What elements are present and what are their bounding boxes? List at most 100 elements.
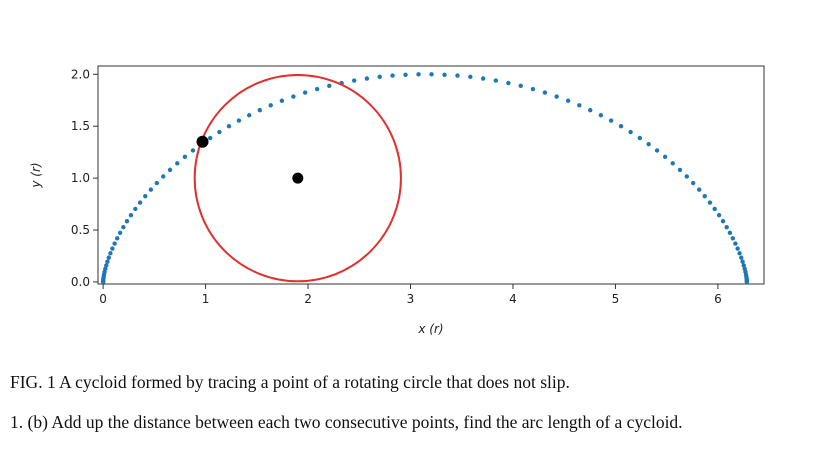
cycloid-point xyxy=(167,167,173,173)
cycloid-point xyxy=(352,78,357,83)
cycloid-point xyxy=(279,98,285,103)
y-tick-label: 2.0 xyxy=(71,67,90,81)
cycloid-point xyxy=(128,212,134,218)
cycloid-point xyxy=(103,266,108,272)
x-tick-label: 5 xyxy=(612,292,620,306)
x-tick-label: 6 xyxy=(714,292,722,306)
cycloid-point xyxy=(684,174,689,179)
cycloid-point xyxy=(115,236,120,241)
cycloid-point xyxy=(618,124,624,129)
cycloid-point xyxy=(455,73,460,78)
cycloid-point xyxy=(518,83,523,89)
cycloid-chart: 0 1 2 3 4 5 6 0.0 0.5 1.0 1.5 2.0 x (r) y (r) xyxy=(29,65,765,336)
cycloid-point xyxy=(217,129,222,135)
rolling-circle xyxy=(193,73,402,283)
cycloid-point xyxy=(598,113,604,118)
cycloid-point xyxy=(246,113,252,118)
y-tick-label: 1.5 xyxy=(71,119,90,133)
cycloid-point xyxy=(654,148,660,153)
cycloid-point xyxy=(740,259,745,264)
cycloid-point xyxy=(506,80,511,86)
cycloid-point xyxy=(702,193,707,199)
cycloid-point xyxy=(468,74,473,80)
cycloid-point xyxy=(720,219,726,224)
cycloid-point xyxy=(696,187,702,192)
cycloid-point xyxy=(148,187,154,192)
cycloid-point xyxy=(314,86,320,92)
x-tick-label: 3 xyxy=(407,292,415,306)
y-tick-label: 0.0 xyxy=(71,275,90,289)
cycloid-point xyxy=(588,107,593,113)
cycloid-point xyxy=(608,118,614,123)
y-tick-label: 1.0 xyxy=(71,171,90,185)
cycloid-point xyxy=(716,212,722,218)
cycloid-point xyxy=(143,193,148,199)
cycloid-point xyxy=(577,103,582,108)
x-tick-label: 2 xyxy=(304,292,312,306)
cycloid-point xyxy=(190,148,196,153)
cycloid-point xyxy=(739,255,744,260)
y-axis-label: y (r) xyxy=(29,162,43,188)
cycloid-point xyxy=(175,161,180,166)
tracing-point xyxy=(196,135,209,148)
cycloid-point xyxy=(182,154,188,160)
x-tick-label: 1 xyxy=(202,292,210,306)
cycloid-point xyxy=(480,76,486,81)
cycloid-point xyxy=(268,103,273,108)
cycloid-point xyxy=(208,135,213,141)
cycloid-point xyxy=(707,200,713,205)
cycloid-point xyxy=(117,230,123,236)
cycloid-point xyxy=(712,206,717,212)
cycloid-series xyxy=(100,72,750,285)
cycloid-point xyxy=(724,224,729,230)
cycloid-point xyxy=(744,279,750,285)
cycloid-point xyxy=(662,154,668,160)
cycloid-point xyxy=(112,241,117,246)
cycloid-point xyxy=(690,180,696,186)
cycloid-point xyxy=(741,263,746,268)
cycloid-point xyxy=(108,251,113,256)
y-ticks: 0.0 0.5 1.0 1.5 2.0 xyxy=(71,67,98,289)
cycloid-point xyxy=(442,72,447,77)
cycloid-point xyxy=(302,90,308,95)
cycloid-point xyxy=(735,246,740,251)
cycloid-point xyxy=(628,129,633,135)
figure-caption: FIG. 1 A cycloid formed by tracing a poi… xyxy=(10,372,570,392)
cycloid-point xyxy=(133,206,138,212)
cycloid-point xyxy=(565,98,571,103)
cycloid-point xyxy=(236,118,242,123)
cycloid-point xyxy=(390,73,395,78)
x-axis-label: x (r) xyxy=(417,322,443,336)
plot-frame xyxy=(97,65,765,285)
cycloid-point xyxy=(677,167,683,173)
x-tick-label: 0 xyxy=(99,292,107,306)
cycloid-point xyxy=(104,263,109,268)
cycloid-point xyxy=(646,141,651,147)
cycloid-point xyxy=(727,230,733,236)
cycloid-point xyxy=(226,124,232,129)
cycloid-point xyxy=(137,200,143,205)
cycloid-point xyxy=(737,251,742,256)
x-tick-label: 4 xyxy=(509,292,517,306)
cycloid-point xyxy=(429,72,434,77)
cycloid-point xyxy=(121,224,126,230)
cycloid-point xyxy=(161,174,166,179)
cycloid-point xyxy=(637,135,643,141)
cycloid-point xyxy=(554,94,559,99)
y-tick-label: 0.5 xyxy=(71,223,90,237)
cycloid-point xyxy=(377,74,382,80)
cycloid-point xyxy=(730,236,736,241)
cycloid-point xyxy=(733,241,738,246)
cycloid-point xyxy=(416,72,421,77)
cycloid-point xyxy=(257,107,262,113)
cycloid-point xyxy=(106,255,111,260)
cycloid-point xyxy=(105,259,110,264)
circle-center-point xyxy=(292,172,304,184)
cycloid-point xyxy=(530,86,536,92)
cycloid-point xyxy=(493,78,499,83)
x-ticks: 0 1 2 3 4 5 6 xyxy=(99,284,722,306)
cycloid-point xyxy=(110,246,115,251)
cycloid-point xyxy=(403,72,408,77)
cycloid-point xyxy=(154,180,160,186)
cycloid-point xyxy=(670,161,675,166)
